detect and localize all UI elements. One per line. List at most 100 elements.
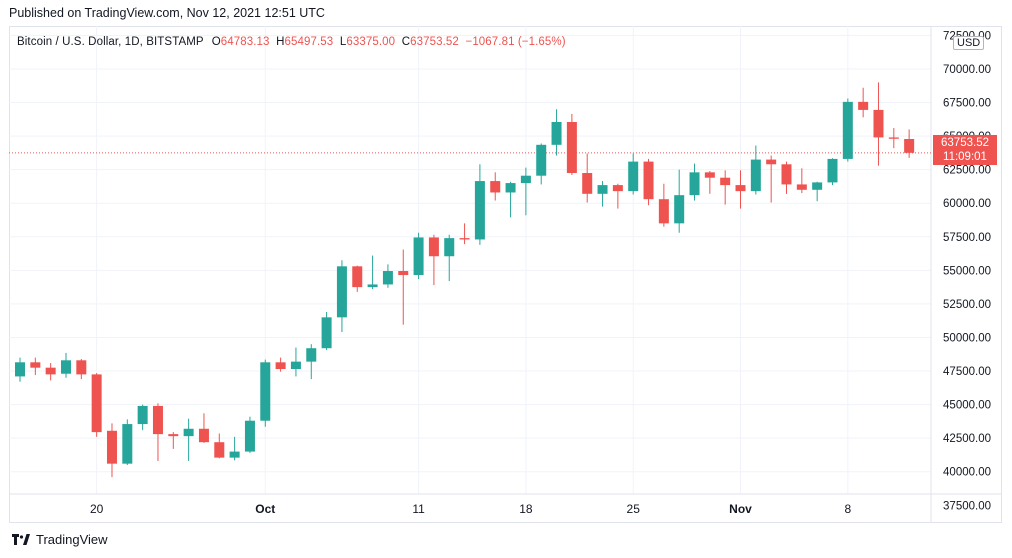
candle-body [398, 271, 409, 276]
candle [842, 98, 853, 162]
candle-body [827, 158, 838, 183]
candle-body [122, 424, 133, 464]
candle-body [582, 173, 593, 194]
candle [367, 255, 378, 290]
candle [382, 264, 393, 288]
tradingview-logo-icon [12, 533, 30, 546]
symbol-legend: Bitcoin / U.S. Dollar, 1D, BITSTAMP O6478… [17, 36, 566, 48]
candle [290, 347, 301, 377]
candle [566, 113, 577, 176]
candle-body [152, 405, 163, 435]
candle-body [750, 159, 761, 192]
time-axis-labels: 20 Oct 11 18 25 Nov 8 [90, 502, 852, 516]
candle [812, 181, 823, 202]
candle-body [520, 175, 531, 184]
last-price-tag: 63753.52 11:09:01 [933, 135, 997, 165]
candle-body [904, 138, 915, 153]
candle [275, 357, 286, 372]
candle-body [260, 362, 271, 421]
candle [444, 234, 455, 282]
y-tick-label: 70000.00 [943, 64, 991, 76]
candle-body [735, 185, 746, 192]
candle [704, 170, 715, 194]
candle [459, 223, 470, 245]
candle [612, 183, 623, 209]
x-tick-label: 20 [90, 502, 104, 516]
candle [336, 260, 347, 333]
candle-body [321, 317, 332, 349]
candle-body [536, 144, 547, 176]
x-tick-label: 8 [844, 502, 851, 516]
candle [505, 181, 516, 218]
y-tick-label: 47500.00 [943, 366, 991, 378]
x-tick-label: 11 [412, 502, 425, 516]
candle-body [643, 161, 654, 200]
candle [858, 87, 869, 118]
candle [735, 170, 746, 209]
candle-body [674, 195, 685, 224]
candle [60, 352, 71, 378]
candle-body [352, 266, 363, 288]
candle-body [704, 172, 715, 178]
candle-body [76, 360, 87, 375]
candle-body [336, 266, 347, 318]
candlestick-chart[interactable]: 37500.00 40000.00 42500.00 45000.00 47500.00… [9, 26, 1002, 523]
grid-lines [9, 26, 931, 494]
candle-body [183, 428, 194, 437]
candle [413, 232, 424, 280]
candle [781, 161, 792, 194]
candle-body [842, 101, 853, 159]
candle [520, 167, 531, 216]
y-tick-label: 40000.00 [943, 467, 991, 479]
currency-badge[interactable]: USD [953, 36, 985, 50]
y-tick-label: 37500.00 [943, 500, 991, 512]
candle-body [858, 101, 869, 110]
close-label: C [401, 36, 411, 48]
open-label: O [211, 36, 221, 48]
high-value: 65497.53 [284, 36, 334, 48]
x-tick-label: Nov [729, 502, 752, 516]
candle-body [382, 271, 393, 285]
candle-body [137, 405, 148, 425]
candle-body [658, 199, 669, 224]
candle-body [459, 238, 470, 240]
change-value: −1067.81 (−1.65%) [465, 36, 566, 48]
chart-frame [9, 26, 1002, 523]
candle [352, 265, 363, 292]
y-tick-label: 62500.00 [943, 165, 991, 177]
candle [15, 357, 25, 382]
candle [260, 359, 271, 427]
candle-body [720, 177, 731, 186]
bar-countdown: 11:09:01 [943, 151, 987, 163]
candle [214, 433, 225, 459]
open-value: 64783.13 [220, 36, 270, 48]
candle [428, 234, 439, 286]
candle [720, 170, 731, 205]
candle [796, 168, 807, 194]
low-label: L [339, 36, 347, 48]
candle [888, 128, 899, 149]
candle [198, 413, 209, 443]
candle-body [30, 362, 41, 368]
candle-body [888, 137, 899, 139]
candle-body [566, 121, 577, 174]
candle-body [597, 185, 608, 194]
candle-body [781, 164, 792, 185]
candle-body [168, 434, 179, 437]
candle-body [612, 185, 623, 192]
candle [597, 181, 608, 207]
candle [45, 362, 56, 381]
candle-body [306, 348, 317, 362]
candle-body [106, 430, 117, 464]
candle [551, 109, 562, 156]
candle [91, 373, 102, 437]
candle-body [490, 181, 501, 193]
y-tick-label: 67500.00 [943, 98, 991, 110]
candle [244, 416, 255, 453]
candle [582, 153, 593, 203]
candle-body [45, 367, 56, 375]
tradingview-footer[interactable]: TradingView [12, 532, 108, 547]
candle-body [214, 442, 225, 458]
candle [536, 143, 547, 185]
tradingview-brand: TradingView [36, 532, 108, 547]
